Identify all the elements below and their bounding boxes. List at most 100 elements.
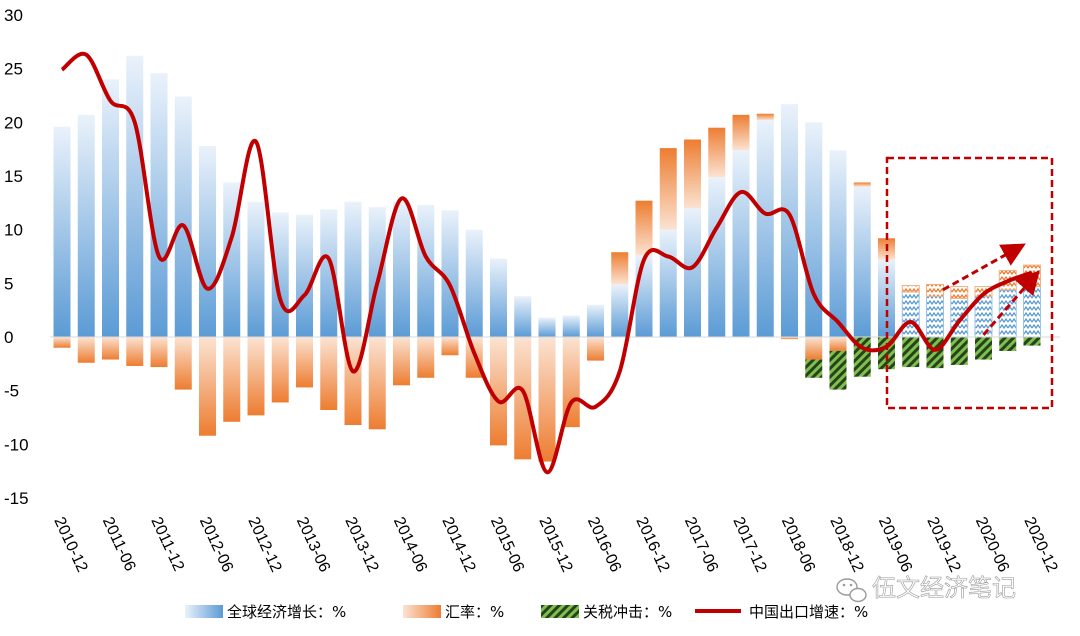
bar-global-growth bbox=[635, 255, 653, 337]
legend: 全球经济增长：% 汇率：% 关税冲击：% 中国出口增速：% bbox=[185, 603, 868, 621]
bar-global-growth bbox=[514, 296, 532, 337]
bar-tariff-shock bbox=[805, 359, 823, 378]
bar-exchange-rate bbox=[320, 337, 338, 410]
x-tick-label: 2011-06 bbox=[99, 515, 139, 574]
bar-global-growth bbox=[247, 201, 265, 337]
bars-layer bbox=[53, 55, 1041, 462]
bar-global-growth bbox=[901, 291, 920, 338]
bar-global-growth bbox=[611, 284, 629, 337]
bar-tariff-shock bbox=[950, 337, 968, 365]
trend-arrow-upper bbox=[942, 243, 1026, 292]
bar-exchange-rate bbox=[199, 337, 216, 436]
bar-global-growth bbox=[538, 317, 556, 337]
bar-global-growth bbox=[296, 214, 313, 337]
bar-exchange-rate bbox=[174, 337, 192, 390]
bar-exchange-rate bbox=[781, 337, 798, 340]
forecast-trend-arrows bbox=[942, 243, 1040, 336]
bar-exchange-rate bbox=[126, 337, 144, 366]
bar-global-growth bbox=[926, 295, 944, 338]
x-tick-label: 2019-12 bbox=[923, 515, 963, 575]
bar-global-growth bbox=[199, 145, 216, 337]
bar-global-growth bbox=[393, 201, 410, 337]
bar-tariff-shock bbox=[902, 337, 920, 368]
bar-exchange-rate bbox=[926, 283, 944, 297]
bar-exchange-rate bbox=[102, 337, 119, 360]
legend-item-exchange-rate: 汇率：% bbox=[403, 603, 504, 621]
x-tick-label: 2016-12 bbox=[632, 515, 672, 575]
legend-item-tariff-shock: 关税冲击：% bbox=[541, 603, 672, 621]
bar-global-growth bbox=[77, 114, 95, 337]
bar-global-growth bbox=[878, 259, 895, 337]
series-line-china-export-growth bbox=[60, 51, 1033, 475]
y-tick-label: -15 bbox=[4, 489, 29, 508]
x-tick-label: 2014-12 bbox=[438, 515, 478, 575]
bar-global-growth bbox=[659, 229, 677, 337]
y-axis: 30 25 20 15 10 5 0 -5 -10 -15 bbox=[4, 6, 29, 508]
y-tick-label: 0 bbox=[4, 328, 13, 347]
watermark: 伍文经济笔记 bbox=[836, 574, 1016, 602]
bar-global-growth bbox=[320, 209, 338, 337]
bar-global-growth bbox=[781, 104, 798, 337]
bar-exchange-rate bbox=[805, 337, 823, 360]
forecast-highlight-box bbox=[885, 156, 1054, 410]
x-tick-label: 2012-12 bbox=[244, 515, 284, 575]
bar-exchange-rate bbox=[150, 337, 168, 368]
bar-global-growth bbox=[344, 201, 362, 337]
bar-tariff-shock bbox=[975, 337, 992, 360]
y-tick-label: -10 bbox=[4, 435, 29, 454]
x-tick-label: 2014-06 bbox=[390, 515, 430, 575]
bar-global-growth bbox=[732, 150, 750, 337]
x-tick-label: 2012-06 bbox=[196, 515, 236, 575]
bar-exchange-rate bbox=[538, 337, 556, 462]
legend-item-global-growth: 全球经济增长：% bbox=[185, 603, 346, 621]
legend-label: 汇率：% bbox=[445, 603, 504, 621]
bar-exchange-rate bbox=[562, 337, 580, 428]
bar-exchange-rate bbox=[441, 337, 459, 356]
legend-swatch bbox=[541, 605, 579, 618]
bar-exchange-rate bbox=[271, 337, 289, 403]
legend-label: 关税冲击：% bbox=[583, 603, 672, 621]
bar-exchange-rate bbox=[708, 127, 726, 178]
y-tick-label: 5 bbox=[4, 274, 13, 293]
legend-swatch bbox=[403, 605, 441, 618]
x-tick-label: 2019-06 bbox=[875, 515, 915, 575]
bar-exchange-rate bbox=[901, 284, 920, 293]
bar-global-growth bbox=[756, 120, 774, 337]
bar-global-growth bbox=[465, 229, 483, 337]
x-tick-label: 2015-12 bbox=[535, 515, 575, 575]
bar-tariff-shock bbox=[999, 337, 1017, 351]
bar-exchange-rate bbox=[853, 182, 871, 187]
bar-global-growth bbox=[126, 55, 144, 337]
bar-global-growth bbox=[587, 304, 604, 337]
bar-global-growth bbox=[441, 210, 459, 337]
x-tick-label: 2013-06 bbox=[293, 515, 333, 575]
bar-exchange-rate bbox=[684, 139, 701, 209]
x-tick-label: 2017-12 bbox=[729, 515, 769, 575]
bar-exchange-rate bbox=[611, 252, 629, 285]
x-tick-label: 2010-12 bbox=[50, 515, 90, 575]
bar-exchange-rate bbox=[635, 200, 653, 256]
trend-arrow-lower bbox=[982, 270, 1040, 336]
bar-global-growth bbox=[490, 258, 507, 337]
bar-global-growth bbox=[1023, 286, 1041, 338]
bar-exchange-rate bbox=[53, 337, 71, 348]
bar-global-growth bbox=[102, 79, 119, 338]
bar-exchange-rate bbox=[296, 337, 313, 388]
bar-exchange-rate bbox=[732, 114, 750, 151]
bar-global-growth bbox=[53, 126, 71, 337]
bar-exchange-rate bbox=[247, 337, 265, 416]
bar-tariff-shock bbox=[926, 337, 944, 369]
bar-tariff-shock bbox=[829, 350, 847, 390]
bar-exchange-rate bbox=[950, 286, 969, 299]
x-tick-label: 2015-06 bbox=[487, 515, 527, 575]
bar-global-growth bbox=[150, 72, 168, 338]
y-tick-label: 10 bbox=[4, 221, 23, 240]
y-tick-label: 15 bbox=[4, 167, 23, 186]
y-tick-label: 20 bbox=[4, 113, 23, 132]
bar-global-growth bbox=[562, 315, 580, 337]
bar-global-growth bbox=[417, 204, 435, 337]
x-tick-label: 2018-12 bbox=[826, 515, 866, 575]
bar-global-growth bbox=[708, 177, 726, 337]
bar-exchange-rate bbox=[417, 337, 435, 378]
